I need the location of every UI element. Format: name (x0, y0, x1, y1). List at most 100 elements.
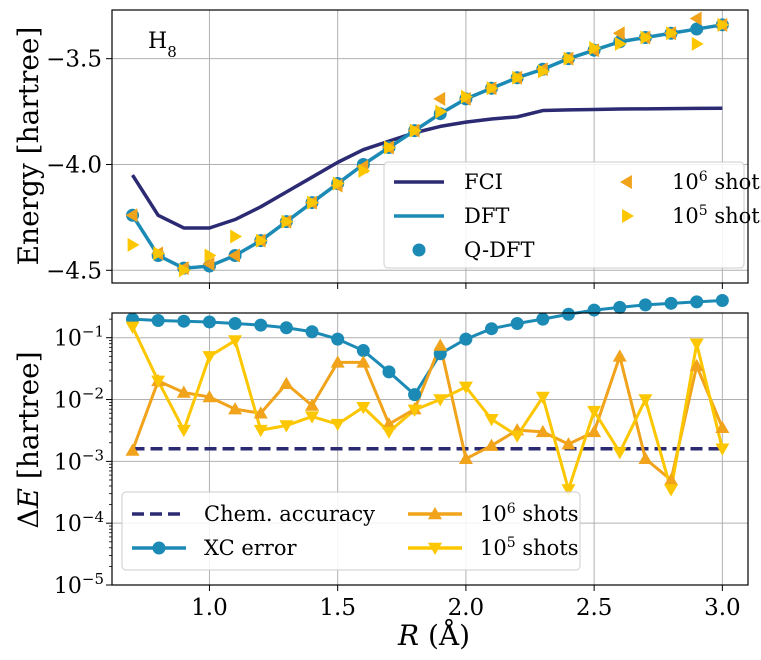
top-ylabel: Energy [hartree] (12, 27, 45, 266)
bottom-series-1-point-9 (356, 344, 370, 358)
top-legend-label-2: Q-DFT (464, 238, 535, 262)
bottom-series-3-point-8 (330, 418, 345, 432)
bottom-series-1-point-2 (177, 314, 191, 328)
top-series-3-point-3 (202, 256, 215, 271)
top-legend-handle-4 (622, 209, 634, 223)
top-series-4-point-19 (614, 36, 627, 51)
bottom-series-2-point-6 (279, 376, 294, 390)
top-series-4-point-16 (537, 64, 550, 79)
bottom-series-1-point-17 (561, 307, 575, 321)
bottom-series-3-point-18 (587, 405, 602, 419)
top-series-4-point-6 (281, 214, 294, 229)
bottom-series-1-point-11 (408, 388, 422, 402)
bottom-series-3-point-7 (305, 411, 320, 424)
bottom-series-2-point-3 (202, 389, 217, 403)
bottom-legend-label-3: 105 shots (480, 535, 579, 560)
bottom-series-1-point-5 (254, 318, 268, 332)
bottom-series-1-point-3 (202, 315, 216, 329)
top-series-3-point-22 (689, 11, 702, 26)
bottom-series-1-point-18 (587, 303, 601, 317)
bottom-series-3-point-16 (535, 391, 550, 404)
top-ytick-label-0: −3.5 (46, 47, 102, 73)
bottom-legend-marker-2 (428, 507, 442, 520)
top-legend-label-1: DFT (464, 204, 509, 228)
top-legend-label-3: 106 shots (672, 169, 761, 194)
bottom-series-1-point-23 (715, 294, 729, 308)
bottom-series-3-point-13 (458, 381, 473, 394)
bottom-legend-label-1: XC error (204, 536, 297, 560)
bottom-series-3-point-4 (228, 335, 243, 348)
bottom-xtick-label-2: 2.0 (448, 595, 485, 621)
bottom-series-1-point-15 (510, 316, 524, 330)
top-series-4-point-10 (384, 140, 396, 155)
top-series-4-point-8 (332, 176, 345, 191)
bottom-series-1-point-8 (331, 332, 345, 346)
bottom-series-3-point-9 (356, 402, 371, 415)
bottom-series-3-point-15 (510, 430, 525, 443)
bottom-series-2-point-13 (458, 451, 473, 465)
bottom-series-3-point-10 (381, 426, 396, 439)
bottom-series-3-point-6 (279, 420, 294, 433)
bottom-ylabel: ΔE [hartree] (12, 351, 45, 528)
top-series-4-point-1 (153, 246, 166, 261)
bottom-series-2-point-22 (689, 358, 704, 372)
bottom-legend-box (121, 491, 581, 571)
top-legend-box (383, 161, 745, 269)
top-series-4-point-11 (409, 123, 422, 138)
bottom-ytick-label-1: 10−2 (54, 385, 104, 414)
bottom-legend-marker-1 (152, 541, 166, 555)
top-ytick-label-2: −4.5 (46, 258, 102, 284)
bottom-series-1-point-14 (485, 322, 499, 336)
bottom-series-3-point-20 (638, 394, 653, 407)
bottom-series-3-point-1 (151, 375, 166, 388)
bottom-xtick-label-4: 3.0 (704, 595, 741, 621)
bottom-series-3-point-21 (664, 484, 679, 497)
bottom-series-2-point-9 (356, 355, 371, 368)
bottom-xlabel: R (Å) (397, 619, 470, 652)
bottom-series-3-line (131, 326, 724, 492)
bottom-xtick-label-0: 1.0 (191, 595, 228, 621)
bottom-series-2-point-4 (228, 402, 243, 415)
bottom-ytick-label-3: 10−4 (54, 508, 104, 537)
top-series-4-point-23 (717, 17, 730, 32)
bottom-legend-marker-3 (428, 542, 442, 555)
top-series-2-point-22 (690, 22, 704, 36)
bottom-series-1-point-21 (664, 296, 678, 310)
top-series-3-point-19 (612, 26, 625, 41)
top-series-4-point-5 (255, 233, 268, 248)
bottom-plot-frame (111, 312, 749, 586)
top-series-4-point-14 (486, 81, 499, 96)
top-series-4-point-20 (640, 30, 653, 45)
top-series-4-point-7 (307, 195, 320, 210)
bottom-series-2-point-17 (561, 437, 576, 450)
top-series-4-point-22 (691, 36, 704, 51)
bottom-series-1-point-6 (279, 321, 293, 335)
top-series-4-point-21 (666, 26, 679, 41)
bottom-series-3-point-0 (125, 321, 140, 334)
bottom-series-2-point-7 (305, 398, 320, 411)
bottom-series-2-line (131, 343, 724, 482)
top-series-3-point-0 (125, 208, 138, 223)
bottom-series-3-point-12 (433, 394, 448, 407)
top-legend-label-4: 105 shots (672, 203, 761, 228)
bottom-series-2-point-21 (664, 472, 679, 486)
bottom-series-2-point-10 (381, 417, 396, 430)
bottom-series-2-point-23 (715, 420, 730, 433)
bottom-legend-label-2: 106 shots (480, 501, 579, 526)
bottom-series-2-point-20 (638, 451, 653, 465)
top-series-4-point-18 (589, 41, 602, 56)
top-series-4-point-4 (230, 229, 243, 244)
bottom-series-1-point-16 (536, 312, 550, 326)
top-series-4-point-17 (563, 51, 576, 66)
bottom-series-3-point-17 (561, 484, 576, 497)
bottom-series-2-point-19 (612, 349, 627, 362)
top-series-4-point-2 (178, 263, 191, 278)
bottom-ytick-label-0: 10−1 (54, 323, 104, 352)
bottom-series-2-point-8 (330, 355, 345, 368)
bottom-series-1-point-22 (690, 295, 704, 309)
top-series-0-line (131, 106, 723, 230)
top-ytick-label-1: −4.0 (46, 152, 102, 178)
top-legend-handle-3 (620, 175, 632, 189)
bottom-series-3-point-19 (612, 447, 627, 460)
